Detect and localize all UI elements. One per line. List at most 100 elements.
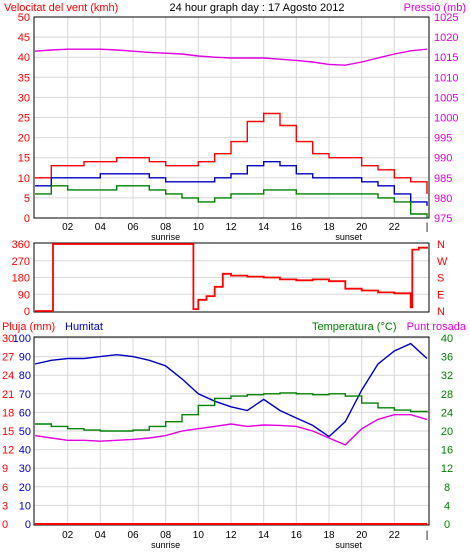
y-tick-label: 60: [19, 407, 31, 419]
y-tick-label: 50: [19, 426, 31, 438]
y2-tick-label: 24: [441, 407, 453, 419]
y-tick-label: 90: [18, 289, 30, 301]
temperature-series: [35, 392, 428, 432]
sunset-label: sunset: [335, 232, 362, 242]
x-tick-label: 10: [193, 222, 205, 233]
y-tick-label: 20: [18, 133, 30, 145]
y2-tick-label: 0: [444, 519, 450, 531]
x-tick-label: 14: [258, 530, 270, 541]
y-tick-label: 100: [13, 333, 31, 345]
y-tick-label: 0: [25, 519, 31, 531]
sunset-label: sunset: [335, 540, 362, 550]
humidity-title: Humitat: [65, 321, 103, 333]
x-tick-label: 12: [225, 222, 237, 233]
y-tick-label: 20: [19, 482, 31, 494]
y2-tick-label: 8: [444, 482, 450, 494]
y-tick-label: 0: [24, 306, 30, 318]
x-tick-label: 06: [127, 222, 139, 233]
x-tick-label: 12: [225, 530, 237, 541]
y2-tick-label: 1020: [434, 32, 458, 44]
x-tick-label: |: [426, 530, 429, 541]
rain-tick-label: 18: [2, 407, 14, 419]
x-tick-label: 14: [258, 222, 270, 233]
y-tick-label: 50: [18, 12, 30, 24]
y2-tick-label: 40: [441, 333, 453, 345]
rain-tick-label: 27: [2, 352, 14, 364]
y-tick-label: 10: [18, 173, 30, 185]
rain-tick-label: 0: [2, 519, 8, 531]
x-tick-label: 20: [356, 530, 368, 541]
rain-tick-label: 9: [2, 463, 8, 475]
graph-title: 24 hour graph day : 17 Agosto 2012: [170, 2, 345, 14]
y-tick-label: 80: [19, 370, 31, 382]
wind-speed-title: Velocitat del vent (kmh): [4, 2, 118, 14]
y-tick-label: 90: [19, 352, 31, 364]
rain-tick-label: 30: [2, 333, 14, 345]
y2-tick-label: 985: [434, 173, 452, 185]
y2-tick-label: 32: [441, 370, 453, 382]
wind-lull-series: [35, 185, 428, 218]
temperature-title: Temperatura (°C): [312, 321, 396, 333]
y2-tick-label: E: [437, 289, 444, 301]
pressure-title: Pressió (mb): [404, 2, 466, 14]
y2-tick-label: N: [437, 239, 445, 251]
x-tick-label: 10: [193, 530, 205, 541]
y2-tick-label: 980: [434, 193, 452, 205]
y-tick-label: 25: [18, 113, 30, 125]
y2-tick-label: N: [437, 306, 445, 318]
x-tick-label: 02: [62, 530, 74, 541]
x-tick-label: 08: [160, 530, 172, 541]
rain-title: Pluja (mm): [2, 321, 55, 333]
y-tick-label: 10: [19, 500, 31, 512]
y-tick-label: 40: [19, 445, 31, 457]
plot-frame: [33, 16, 430, 219]
plot-frame: [33, 242, 430, 313]
humidity-series: [34, 342, 428, 438]
x-tick-label: 06: [127, 530, 139, 541]
rain-tick-label: 6: [2, 482, 8, 494]
y-tick-label: 0: [24, 213, 30, 225]
y2-tick-label: 1000: [434, 113, 458, 125]
y-tick-label: 30: [19, 463, 31, 475]
y2-tick-label: 16: [441, 445, 453, 457]
x-tick-label: 08: [160, 222, 172, 233]
x-tick-label: 04: [95, 222, 107, 233]
x-tick-label: 20: [356, 222, 368, 233]
wind-average-series: [35, 161, 428, 206]
dewpoint-series: [34, 414, 428, 446]
x-tick-label: 02: [62, 222, 74, 233]
x-tick-label: 04: [95, 530, 107, 541]
x-tick-label: 22: [389, 530, 401, 541]
wind-pressure-chart: 0510152025303540455097598098599099510001…: [18, 12, 459, 242]
y-tick-label: 45: [18, 32, 30, 44]
rain-tick-label: 15: [2, 426, 14, 438]
rain-tick-label: 12: [2, 445, 14, 457]
y-tick-label: 30: [18, 92, 30, 104]
x-tick-label: 18: [323, 530, 335, 541]
y2-tick-label: 1010: [434, 72, 458, 84]
rain-tick-label: 3: [2, 500, 8, 512]
x-tick-label: |: [426, 222, 429, 233]
y2-tick-label: 1025: [434, 12, 458, 24]
y2-tick-label: W: [437, 256, 448, 268]
y-tick-label: 360: [12, 239, 30, 251]
y2-tick-label: 995: [434, 133, 452, 145]
y2-tick-label: 28: [441, 389, 453, 401]
rain-tick-label: 21: [2, 389, 14, 401]
x-tick-label: 16: [291, 222, 303, 233]
sunrise-label: sunrise: [151, 540, 180, 550]
y2-tick-label: 990: [434, 153, 452, 165]
y2-tick-label: 20: [441, 426, 453, 438]
y-tick-label: 70: [19, 389, 31, 401]
sunrise-label: sunrise: [151, 232, 180, 242]
y2-tick-label: 975: [434, 213, 452, 225]
x-tick-label: 22: [389, 222, 401, 233]
y2-tick-label: 12: [441, 463, 453, 475]
wind-direction-series: [35, 243, 428, 312]
y-tick-label: 40: [18, 52, 30, 64]
y-tick-label: 180: [12, 273, 30, 285]
x-tick-label: 16: [291, 530, 303, 541]
y-tick-label: 35: [18, 72, 30, 84]
